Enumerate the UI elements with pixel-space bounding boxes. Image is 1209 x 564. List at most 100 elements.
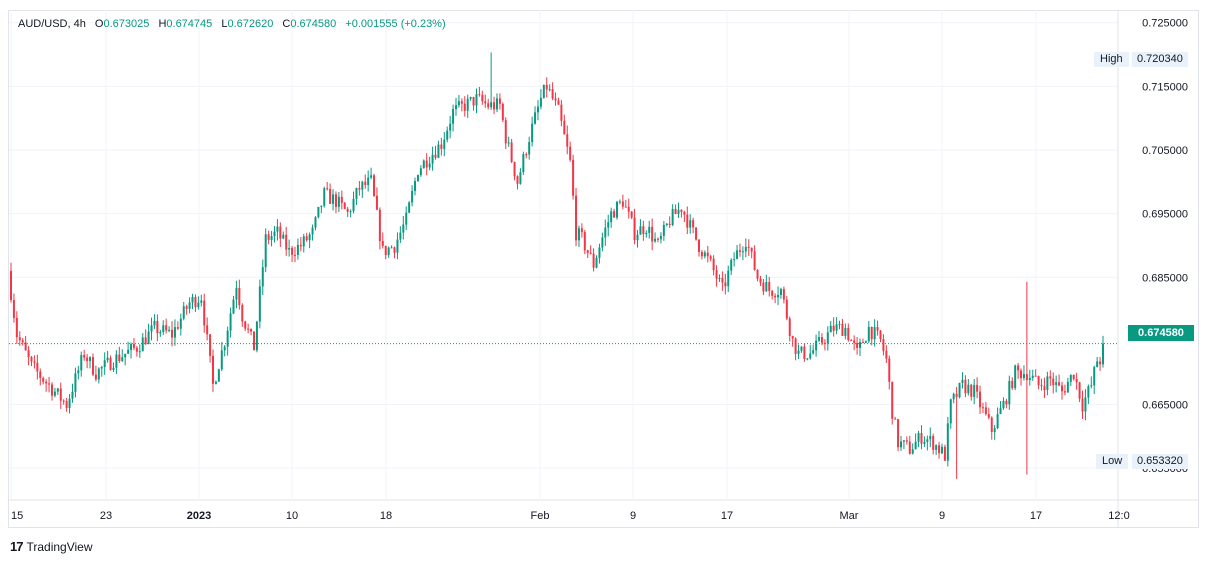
candle-body	[314, 217, 317, 228]
candle-body	[91, 357, 94, 375]
candle-body	[457, 101, 460, 106]
low-tag-value: 0.653320	[1132, 454, 1188, 469]
candle-body	[45, 381, 48, 384]
candle-body	[355, 188, 358, 199]
candle-body	[873, 327, 876, 340]
candle-body	[302, 236, 305, 247]
candle-body	[680, 209, 683, 212]
tradingview-logo-icon: 17	[10, 539, 24, 554]
candle-body	[577, 228, 580, 241]
tradingview-brand[interactable]: 17 TradingView	[10, 539, 93, 554]
candle-body	[247, 328, 250, 330]
candle-body	[276, 226, 279, 232]
candle-body	[692, 220, 695, 228]
candle-body	[191, 297, 194, 303]
candle-body	[255, 321, 258, 351]
candle-body	[452, 108, 455, 124]
candle-body	[209, 334, 212, 356]
x-tick-label: 17	[1030, 510, 1042, 522]
candle-body	[393, 247, 396, 253]
candle-body	[130, 344, 133, 350]
candle-body	[472, 97, 475, 106]
high-key: H	[158, 18, 167, 30]
candle-body	[159, 331, 162, 334]
candle-body	[481, 94, 484, 102]
candle-body	[332, 194, 335, 204]
candle-body	[920, 433, 923, 444]
high-tag-label: High	[1094, 52, 1129, 67]
candle-body	[551, 89, 554, 99]
candle-body	[1049, 376, 1052, 379]
candle-body	[859, 341, 862, 348]
candle-body	[373, 175, 376, 196]
candle-body	[575, 195, 578, 241]
candle-body	[241, 305, 244, 322]
candle-body	[299, 244, 302, 247]
open-value: 0.673025	[103, 18, 150, 30]
candle-body	[949, 399, 952, 424]
candle-body	[654, 238, 657, 242]
candle-body	[94, 374, 97, 380]
candle-body	[1028, 377, 1031, 381]
chart-frame[interactable]	[8, 10, 1199, 528]
candle-body	[1005, 400, 1008, 405]
candle-body	[662, 225, 665, 236]
high-value: 0.674745	[166, 18, 213, 30]
candle-body	[847, 327, 850, 341]
candle-body	[30, 357, 33, 362]
candle-body	[285, 234, 288, 250]
candle-body	[112, 367, 115, 370]
candle-body	[882, 339, 885, 351]
candle-body	[346, 208, 349, 212]
candle-body	[77, 370, 80, 374]
candle-body	[826, 332, 829, 344]
candle-body	[967, 384, 970, 394]
candle-body	[317, 206, 320, 218]
candle-body	[651, 226, 654, 242]
candle-body	[238, 287, 241, 306]
x-tick-label: 15	[11, 510, 23, 522]
candle-body	[173, 327, 176, 338]
candle-body	[449, 123, 452, 131]
candle-body	[938, 445, 941, 454]
candle-body	[829, 325, 832, 333]
candle-body	[1052, 378, 1055, 386]
candle-body	[147, 331, 150, 344]
candle-body	[1072, 374, 1075, 380]
symbol-legend: AUD/USD, 4h O0.673025 H0.674745 L0.67262…	[18, 18, 446, 30]
candle-body	[636, 234, 639, 241]
candle-body	[182, 306, 185, 319]
candle-body	[431, 154, 434, 164]
candle-body	[756, 269, 759, 279]
candle-body	[507, 142, 510, 144]
candle-body	[405, 212, 408, 225]
candle-body	[381, 241, 384, 246]
y-tick-label: 0.695000	[1142, 209, 1188, 221]
candle-body	[765, 282, 768, 292]
candle-body	[771, 290, 774, 296]
candle-body	[197, 302, 200, 308]
candle-body	[876, 327, 879, 331]
candle-body	[864, 341, 867, 343]
candle-body	[724, 282, 727, 287]
candle-body	[1090, 385, 1093, 387]
candle-body	[835, 324, 838, 331]
candle-body	[738, 250, 741, 252]
candle-body	[384, 245, 387, 256]
candle-body	[981, 407, 984, 409]
candle-body	[132, 344, 135, 348]
candle-body	[902, 440, 905, 442]
candle-body	[416, 175, 419, 182]
candle-body	[291, 248, 294, 255]
candle-body	[762, 282, 765, 292]
candle-body	[993, 428, 996, 433]
candle-body	[1069, 374, 1072, 382]
candle-body	[229, 313, 232, 331]
candle-body	[844, 327, 847, 336]
candle-body	[946, 423, 949, 461]
candle-body	[214, 381, 217, 384]
change-value: +0.001555 (+0.23%)	[345, 18, 446, 30]
candle-body	[337, 196, 340, 207]
candle-body	[1087, 386, 1090, 398]
